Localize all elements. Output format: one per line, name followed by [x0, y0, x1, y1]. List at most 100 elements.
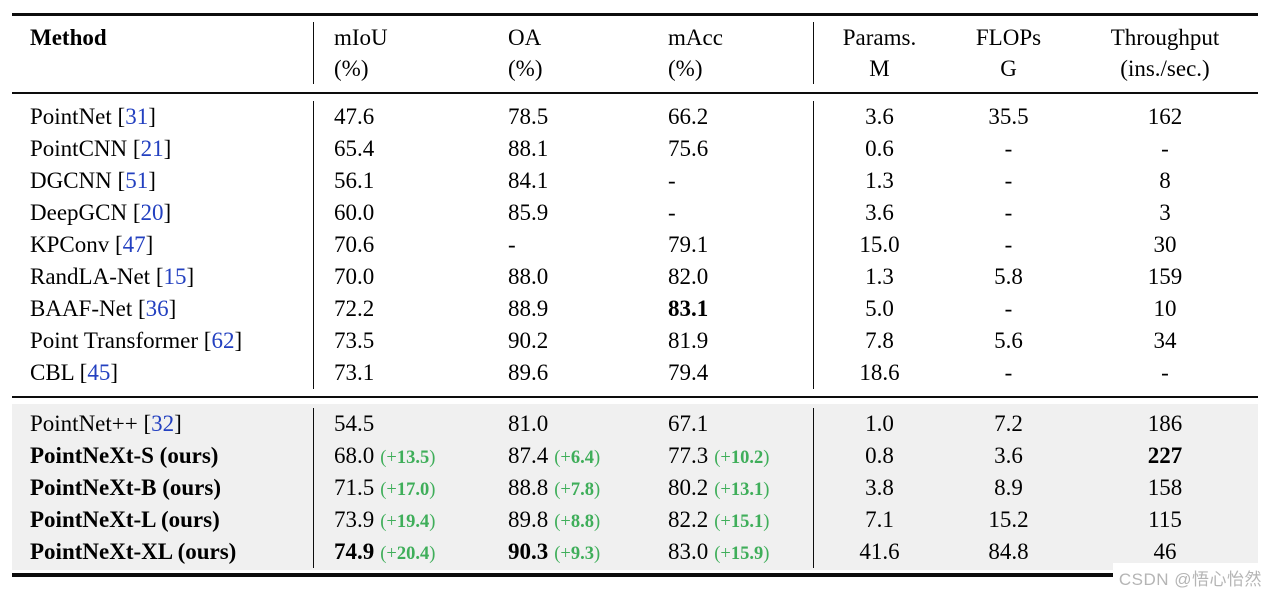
method-name: PointNet++ — [30, 411, 138, 436]
metric-value: 5.6 — [994, 328, 1023, 353]
col-header-throughput: Throughput (ins./sec.) — [1110, 25, 1220, 81]
cell-oa: 90.3 (+9.3) — [488, 536, 648, 568]
citation-bracket: ] — [148, 168, 156, 193]
citation-link[interactable]: 45 — [87, 360, 111, 385]
metric-value: 73.5 — [334, 328, 375, 353]
citation-link[interactable]: 20 — [140, 200, 164, 225]
cell-throughput: 186 — [1072, 408, 1258, 440]
cell-method: PointNet [31] — [12, 101, 313, 133]
citation-link[interactable]: 21 — [140, 136, 164, 161]
citation-bracket: ] — [174, 411, 182, 436]
cell-params: 18.6 — [813, 357, 945, 389]
citation-link[interactable]: 36 — [145, 296, 169, 321]
metric-value: - — [1004, 136, 1013, 161]
metric-value: - — [1004, 360, 1013, 385]
metric-value: 8 — [1159, 168, 1171, 193]
metric-value: 90.2 — [508, 328, 549, 353]
table-row: Point Transformer [62] 73.5 90.2 81.9 7.8 5.6… — [12, 325, 1258, 357]
cell-flops: - — [945, 229, 1072, 261]
metric-value: 78.5 — [508, 104, 549, 129]
metric-value: 158 — [1147, 475, 1183, 500]
cell-macc: 83.1 — [648, 293, 813, 325]
cell-miou: 73.9 (+19.4) — [313, 504, 488, 536]
metric-value: 3 — [1159, 200, 1171, 225]
metric-value: 3.6 — [865, 104, 894, 129]
cell-throughput: - — [1072, 133, 1258, 165]
cell-oa: 88.1 — [488, 133, 648, 165]
cell-oa: - — [488, 229, 648, 261]
metric-value: 84.1 — [508, 168, 549, 193]
cell-oa: 84.1 — [488, 165, 648, 197]
metric-value: - — [668, 200, 676, 225]
cell-oa: 90.2 — [488, 325, 648, 357]
citation-bracket: ] — [145, 232, 154, 257]
table-top-rule — [12, 13, 1258, 16]
cell-macc: 83.0 (+15.9) — [648, 536, 813, 568]
col-header-flops: FLOPs G — [975, 25, 1042, 81]
metric-value: 227 — [1147, 443, 1183, 468]
cell-oa: 85.9 — [488, 197, 648, 229]
metric-value: 5.0 — [865, 296, 894, 321]
metric-value: 88.8 — [508, 475, 549, 500]
metric-value: 81.9 — [668, 328, 709, 353]
cell-throughput: - — [1072, 357, 1258, 389]
citation-link[interactable]: 15 — [163, 264, 187, 289]
method-name: DGCNN — [30, 168, 112, 193]
citation-bracket: ] — [168, 296, 177, 321]
metric-value: 87.4 — [508, 443, 549, 468]
cell-macc: - — [648, 197, 813, 229]
col-header-oa: OA (%) — [508, 25, 543, 81]
cell-flops: 8.9 — [945, 472, 1072, 504]
metric-value: - — [1161, 360, 1169, 385]
metric-value: - — [1004, 200, 1013, 225]
metric-value: - — [508, 232, 516, 257]
cell-macc: 77.3 (+10.2) — [648, 440, 813, 472]
metric-value: - — [1004, 232, 1013, 257]
table-row: PointNeXt-B (ours) 71.5 (+17.0) 88.8 (+7.8) 8… — [12, 472, 1258, 504]
improvement-delta: (+6.4) — [554, 448, 601, 468]
table-row: PointNeXt-L (ours) 73.9 (+19.4) 89.8 (+8.8) 8… — [12, 504, 1258, 536]
metric-value: 75.6 — [668, 136, 709, 161]
cell-macc: 79.1 — [648, 229, 813, 261]
metric-value: 1.0 — [865, 411, 894, 436]
citation-link[interactable]: 32 — [151, 411, 175, 436]
improvement-delta: (+13.5) — [380, 448, 436, 468]
metric-value: 77.3 — [668, 443, 709, 468]
citation-bracket: ] — [163, 200, 172, 225]
cell-flops: 35.5 — [945, 101, 1072, 133]
col-header-macc: mAcc (%) — [668, 25, 723, 81]
metric-value: - — [668, 168, 676, 193]
method-name: KPConv — [30, 232, 110, 257]
citation-link[interactable]: 62 — [211, 328, 235, 353]
cell-method: PointNeXt-S (ours) — [12, 440, 313, 472]
col-header-miou: mIoU (%) — [313, 22, 488, 84]
metric-value: 71.5 — [334, 475, 375, 500]
citation-link[interactable]: 51 — [125, 168, 149, 193]
citation-link[interactable]: 47 — [122, 232, 146, 257]
cell-oa: 87.4 (+6.4) — [488, 440, 648, 472]
metric-value: 67.1 — [668, 411, 709, 436]
metric-value: 10 — [1153, 296, 1177, 321]
cell-method: DeepGCN [20] — [12, 197, 313, 229]
improvement-delta: (+15.1) — [714, 512, 770, 532]
citation-link[interactable]: 31 — [125, 104, 149, 129]
cell-params: 3.6 — [813, 101, 945, 133]
col-header-method: Method — [12, 22, 313, 84]
cell-method: CBL [45] — [12, 357, 313, 389]
cell-throughput: 162 — [1072, 101, 1258, 133]
table-row: DeepGCN [20] 60.0 85.9 - 3.6 - 3 — [12, 197, 1258, 229]
cell-method: PointNeXt-XL (ours) — [12, 536, 313, 568]
metric-value: 54.5 — [334, 411, 375, 436]
cell-throughput: 30 — [1072, 229, 1258, 261]
cell-oa: 81.0 — [488, 408, 648, 440]
metric-value: 1.3 — [865, 264, 894, 289]
metric-value: 3.6 — [865, 200, 894, 225]
method-name: BAAF-Net — [30, 296, 133, 321]
cell-params: 5.0 — [813, 293, 945, 325]
citation-bracket: [ — [132, 136, 141, 161]
citation-bracket: [ — [79, 360, 88, 385]
metric-value: 82.0 — [668, 264, 709, 289]
cell-params: 3.6 — [813, 197, 945, 229]
citation-bracket: ] — [110, 360, 118, 385]
cell-throughput: 10 — [1072, 293, 1258, 325]
